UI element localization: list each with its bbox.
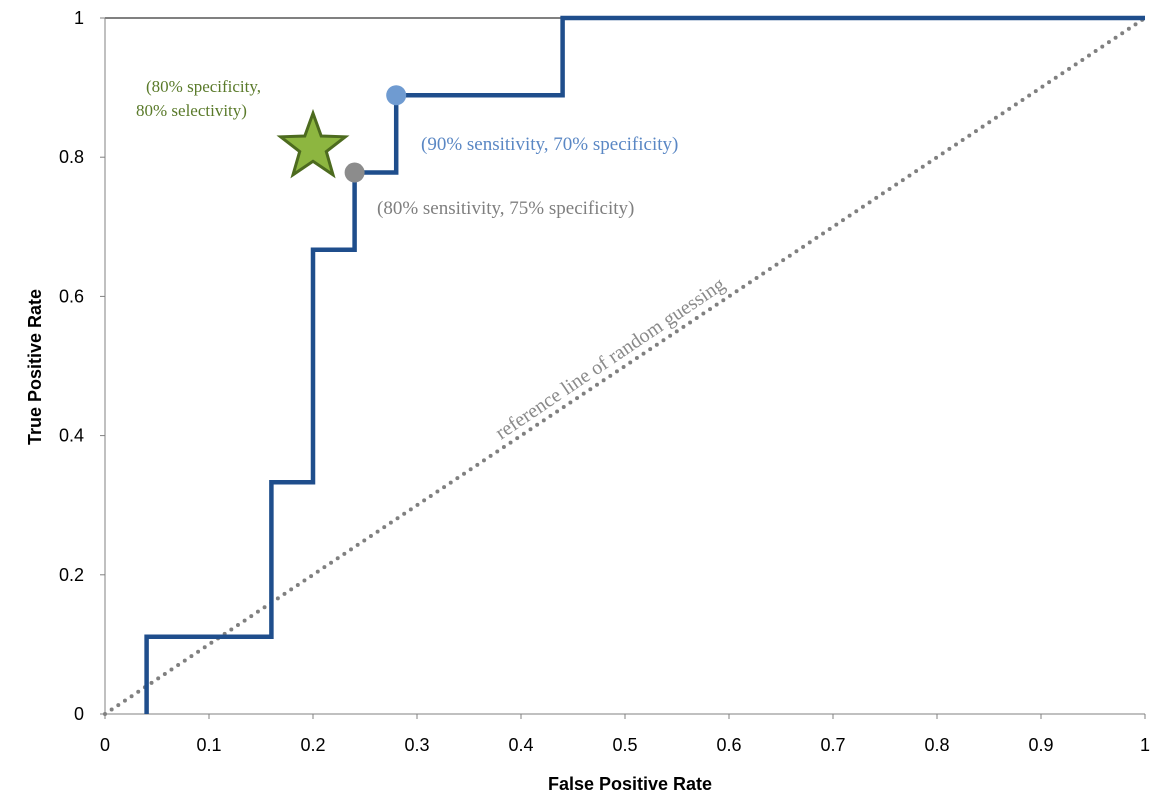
y-tick-label: 0.2: [59, 565, 84, 585]
y-tick-labels: 0 0.2 0.4 0.6 0.8 1: [59, 8, 105, 724]
roc-curve: [144, 15, 1145, 714]
annotation-90-sensitivity: (90% sensitivity, 70% specificity): [421, 134, 678, 155]
annotation-star-line-2: 80% selectivity): [136, 101, 247, 120]
annotation-star-line-1: (80% specificity,: [146, 77, 261, 96]
x-tick-label: 0.7: [820, 735, 845, 755]
x-axis-title: False Positive Rate: [548, 774, 712, 794]
x-tick-label: 0.1: [196, 735, 221, 755]
x-tick-label: 1: [1140, 735, 1150, 755]
y-tick-label: 1: [74, 8, 84, 28]
operating-point-marker: [386, 85, 407, 106]
x-tick-label: 0.5: [612, 735, 637, 755]
operating-point-marker: [344, 162, 365, 183]
x-tick-label: 0: [100, 735, 110, 755]
y-tick-label: 0.6: [59, 286, 84, 306]
x-tick-label: 0.9: [1028, 735, 1053, 755]
y-tick-label: 0.4: [59, 426, 84, 446]
x-tick-labels: 0 0.1 0.2 0.3 0.4 0.5 0.6 0.7 0.8 0.9 1: [100, 714, 1150, 755]
x-tick-label: 0.3: [404, 735, 429, 755]
x-tick-label: 0.4: [508, 735, 533, 755]
target-star-marker: [276, 108, 350, 179]
y-tick-label: 0: [74, 704, 84, 724]
reference-line: [103, 16, 1147, 716]
y-tick-label: 0.8: [59, 147, 84, 167]
annotation-80-sensitivity: (80% sensitivity, 75% specificity): [377, 198, 634, 219]
x-tick-label: 0.6: [716, 735, 741, 755]
marker-layer: [276, 85, 407, 183]
y-axis-title: True Positive Rate: [25, 289, 45, 445]
reference-line-label: reference line of random guessing: [491, 273, 729, 444]
x-tick-label: 0.8: [924, 735, 949, 755]
x-tick-label: 0.2: [300, 735, 325, 755]
series-layer: [103, 15, 1147, 716]
